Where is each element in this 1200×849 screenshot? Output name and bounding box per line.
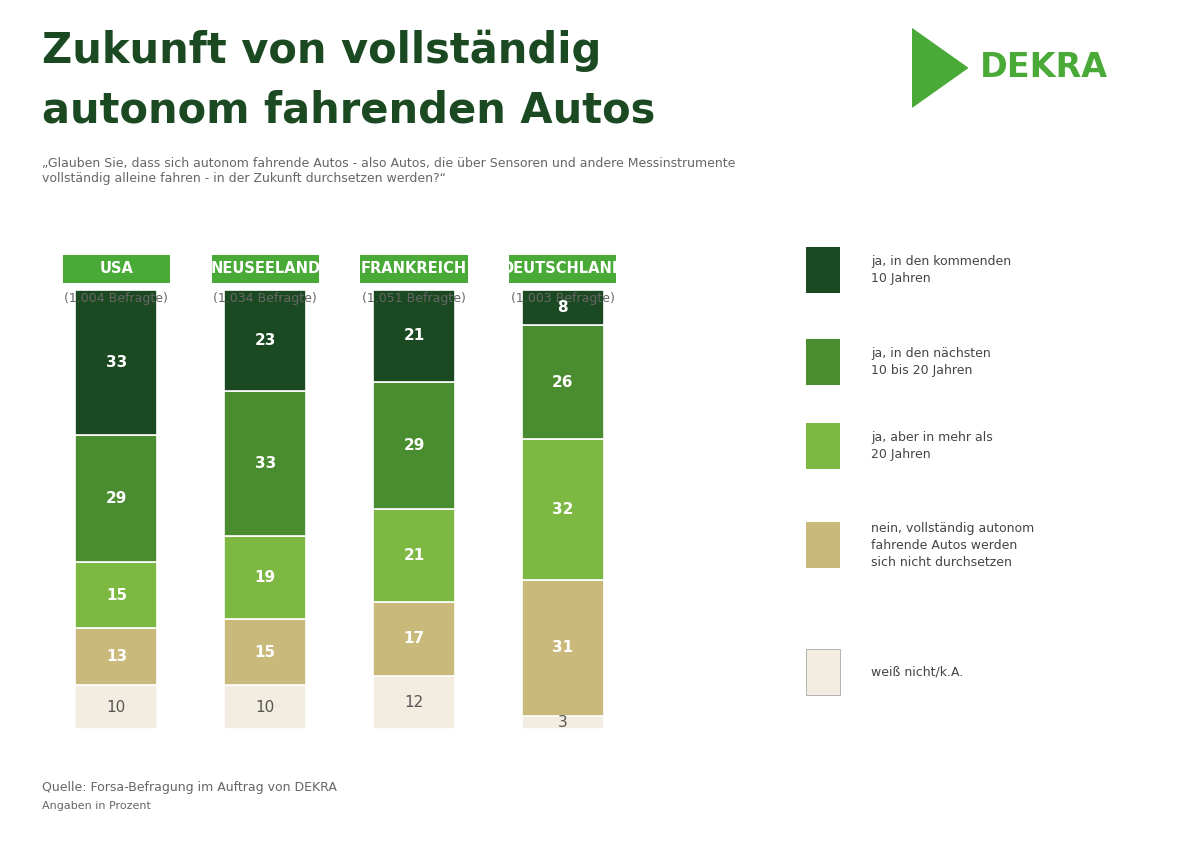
- FancyBboxPatch shape: [373, 602, 455, 677]
- FancyBboxPatch shape: [76, 290, 157, 435]
- Text: 10: 10: [107, 700, 126, 715]
- FancyBboxPatch shape: [522, 325, 604, 439]
- Text: USA: USA: [100, 261, 133, 277]
- Text: (1.051 Befragte): (1.051 Befragte): [362, 292, 466, 305]
- Text: (1.003 Befragte): (1.003 Befragte): [511, 292, 614, 305]
- Text: ja, in den nächsten
10 bis 20 Jahren: ja, in den nächsten 10 bis 20 Jahren: [871, 346, 991, 377]
- FancyBboxPatch shape: [224, 391, 306, 536]
- Text: 33: 33: [254, 456, 276, 471]
- FancyBboxPatch shape: [805, 649, 840, 695]
- FancyBboxPatch shape: [76, 685, 157, 729]
- FancyBboxPatch shape: [805, 522, 840, 568]
- FancyBboxPatch shape: [373, 509, 455, 602]
- FancyBboxPatch shape: [373, 382, 455, 509]
- Text: NEUSEELAND: NEUSEELAND: [210, 261, 320, 277]
- Text: (1.004 Befragte): (1.004 Befragte): [65, 292, 168, 305]
- Text: FRANKREICH: FRANKREICH: [361, 261, 467, 277]
- Text: 26: 26: [552, 374, 574, 390]
- Text: 33: 33: [106, 355, 127, 370]
- Text: 32: 32: [552, 502, 574, 517]
- Polygon shape: [912, 29, 967, 107]
- Text: autonom fahrenden Autos: autonom fahrenden Autos: [42, 89, 655, 131]
- Text: Angaben in Prozent: Angaben in Prozent: [42, 801, 151, 811]
- FancyBboxPatch shape: [76, 435, 157, 562]
- Text: 23: 23: [254, 333, 276, 348]
- FancyBboxPatch shape: [360, 255, 468, 284]
- Text: 31: 31: [552, 640, 574, 655]
- Text: 29: 29: [106, 491, 127, 506]
- FancyBboxPatch shape: [224, 619, 306, 685]
- FancyBboxPatch shape: [224, 290, 306, 391]
- Text: 15: 15: [254, 644, 276, 660]
- Text: 19: 19: [254, 570, 276, 585]
- Text: 29: 29: [403, 438, 425, 453]
- Text: 13: 13: [106, 649, 127, 664]
- Text: weiß nicht/k.A.: weiß nicht/k.A.: [871, 666, 964, 679]
- FancyBboxPatch shape: [522, 439, 604, 580]
- FancyBboxPatch shape: [805, 339, 840, 385]
- FancyBboxPatch shape: [224, 685, 306, 729]
- FancyBboxPatch shape: [373, 290, 455, 382]
- Text: nein, vollständig autonom
fahrende Autos werden
sich nicht durchsetzen: nein, vollständig autonom fahrende Autos…: [871, 521, 1034, 569]
- Text: „Glauben Sie, dass sich autonom fahrende Autos - also Autos, die über Sensoren u: „Glauben Sie, dass sich autonom fahrende…: [42, 157, 736, 185]
- FancyBboxPatch shape: [373, 677, 455, 729]
- Text: ja, in den kommenden
10 Jahren: ja, in den kommenden 10 Jahren: [871, 255, 1012, 285]
- FancyBboxPatch shape: [509, 255, 617, 284]
- FancyBboxPatch shape: [76, 628, 157, 685]
- FancyBboxPatch shape: [522, 580, 604, 716]
- Text: 21: 21: [403, 329, 425, 344]
- Text: 10: 10: [256, 700, 275, 715]
- FancyBboxPatch shape: [76, 562, 157, 628]
- FancyBboxPatch shape: [211, 255, 319, 284]
- Text: Zukunft von vollständig: Zukunft von vollständig: [42, 30, 601, 72]
- Text: Quelle: Forsa-Befragung im Auftrag von DEKRA: Quelle: Forsa-Befragung im Auftrag von D…: [42, 781, 337, 794]
- Text: DEKRA: DEKRA: [980, 52, 1108, 84]
- Text: ja, aber in mehr als
20 Jahren: ja, aber in mehr als 20 Jahren: [871, 430, 992, 461]
- FancyBboxPatch shape: [522, 716, 604, 729]
- FancyBboxPatch shape: [805, 423, 840, 469]
- Text: (1.034 Befragte): (1.034 Befragte): [214, 292, 317, 305]
- FancyBboxPatch shape: [805, 247, 840, 293]
- Text: 21: 21: [403, 548, 425, 563]
- FancyBboxPatch shape: [224, 536, 306, 619]
- FancyBboxPatch shape: [522, 290, 604, 325]
- Text: 12: 12: [404, 695, 424, 710]
- Text: 3: 3: [558, 715, 568, 730]
- Text: 8: 8: [558, 300, 568, 315]
- Text: DEUTSCHLAND: DEUTSCHLAND: [502, 261, 624, 277]
- FancyBboxPatch shape: [62, 255, 170, 284]
- Text: 15: 15: [106, 588, 127, 603]
- Text: 17: 17: [403, 632, 425, 646]
